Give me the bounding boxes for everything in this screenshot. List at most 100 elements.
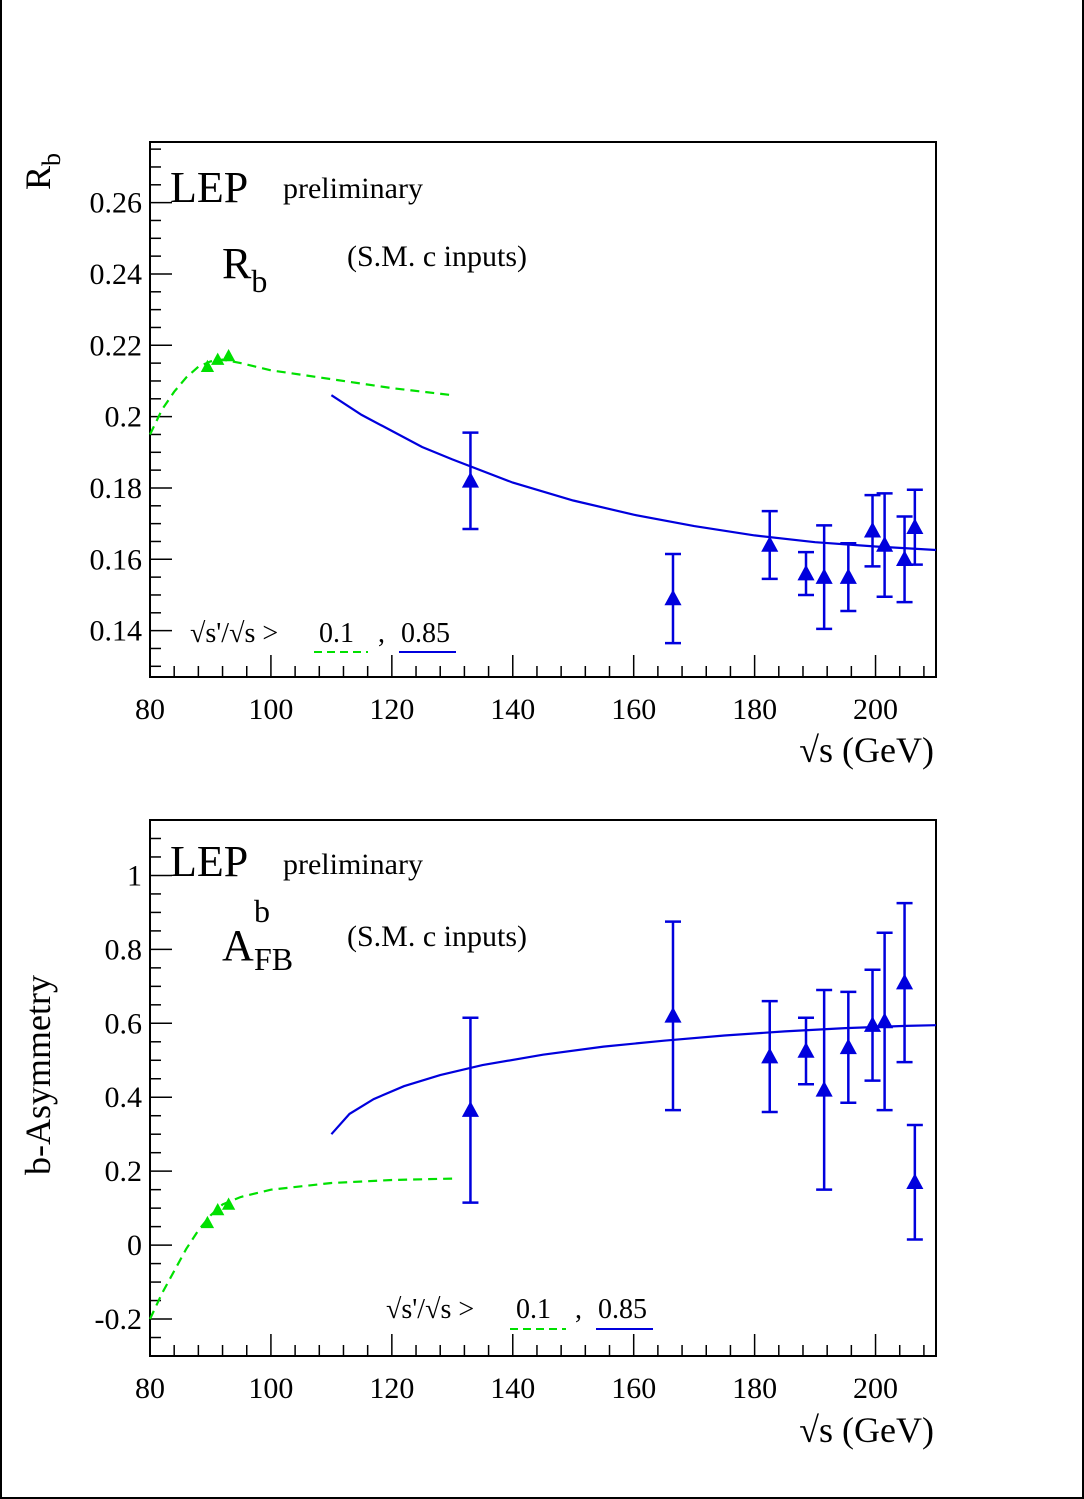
triangle-marker xyxy=(863,521,882,538)
afb-cut-low: 0.1 xyxy=(516,1294,551,1325)
x-tick-label: 180 xyxy=(732,693,777,726)
triangle-marker xyxy=(906,1173,924,1190)
rb-curves xyxy=(149,358,937,552)
data-point xyxy=(906,1123,924,1241)
y-tick-label: 0.2 xyxy=(105,401,143,434)
triangle-marker xyxy=(876,1012,894,1029)
data-point xyxy=(221,349,236,362)
rb-y-axis-title: Rb xyxy=(18,153,66,190)
triangle-marker xyxy=(896,550,914,567)
afb-title-preliminary: preliminary xyxy=(283,848,423,881)
data-point xyxy=(200,1215,215,1229)
rb-cut-sep: , xyxy=(378,618,385,649)
afb-y-axis-title: b-Asymmetry xyxy=(18,975,58,1175)
x-tick-label: 120 xyxy=(369,1372,414,1405)
afb-quantity-sub: FB xyxy=(254,941,293,977)
afb-cut-note: √s'/√s > xyxy=(386,1294,474,1325)
afb-y-tick-labels: -0.2 0 0.2 0.4 0.6 0.8 1 xyxy=(95,859,143,1336)
rb-x-axis-title: √s (GeV) xyxy=(799,730,934,770)
triangle-marker xyxy=(211,1202,225,1216)
x-tick-label: 140 xyxy=(490,1372,535,1405)
data-point xyxy=(200,359,215,372)
triangle-marker xyxy=(200,1215,215,1229)
data-point xyxy=(221,1197,236,1210)
triangle-marker xyxy=(221,349,236,362)
data-point xyxy=(761,509,779,581)
triangle-marker xyxy=(797,1042,815,1058)
afb-x-axis-title: √s (GeV) xyxy=(799,1410,934,1450)
rb-cut-high: 0.85 xyxy=(401,618,450,649)
triangle-marker xyxy=(664,1006,682,1023)
y-tick-label: 0.26 xyxy=(90,187,143,220)
y-tick-label: 1 xyxy=(127,859,142,892)
rb-ticks xyxy=(149,148,925,677)
data-point xyxy=(906,488,924,566)
x-tick-label: 120 xyxy=(369,693,414,726)
x-tick-label: 80 xyxy=(135,693,165,726)
data-point xyxy=(896,901,914,1064)
afb-cut-high: 0.85 xyxy=(598,1294,647,1325)
rb-points xyxy=(200,349,924,645)
data-point xyxy=(839,990,857,1105)
rb-y-tick-labels: 0.14 0.16 0.18 0.2 0.22 0.24 0.26 xyxy=(90,187,143,648)
triangle-marker xyxy=(839,568,857,584)
triangle-marker xyxy=(200,359,215,372)
triangle-marker xyxy=(461,471,479,488)
afb-points xyxy=(200,901,924,1241)
solid-curve-0.85 xyxy=(330,1024,937,1135)
data-point xyxy=(876,931,894,1112)
triangle-marker xyxy=(761,1047,779,1064)
y-tick-label: 0.6 xyxy=(105,1007,143,1040)
data-point xyxy=(839,542,857,613)
data-point xyxy=(461,431,479,531)
x-tick-label: 160 xyxy=(611,693,656,726)
rb-title-lep: LEP xyxy=(170,163,248,212)
y-tick-label: 0.14 xyxy=(90,615,143,648)
triangle-marker xyxy=(221,1197,236,1210)
y-tick-label: 0 xyxy=(127,1229,142,1262)
x-tick-label: 200 xyxy=(853,693,898,726)
rb-plot-frame xyxy=(149,141,937,678)
triangle-marker xyxy=(815,568,833,584)
triangle-marker xyxy=(761,536,779,552)
afb-inputs-note: (S.M. c inputs) xyxy=(347,920,527,953)
triangle-marker xyxy=(797,564,815,581)
y-tick-label: 0.8 xyxy=(105,933,143,966)
y-tick-label: 0.4 xyxy=(105,1081,143,1114)
data-point xyxy=(797,1016,815,1086)
y-tick-label: 0.18 xyxy=(90,472,143,505)
solid-curve-0.85 xyxy=(330,394,937,552)
triangle-marker xyxy=(211,352,225,365)
triangle-marker xyxy=(664,589,682,606)
x-tick-label: 200 xyxy=(853,1372,898,1405)
triangle-marker xyxy=(876,536,894,552)
rb-quantity-label: Rb xyxy=(222,239,267,299)
y-tick-label: 0.2 xyxy=(105,1155,143,1188)
rb-inputs-note: (S.M. c inputs) xyxy=(347,240,527,273)
panel-afb: 80 100 120 140 160 180 200 -0.200.20.40.60.81 … xyxy=(18,819,937,1450)
panel-rb: 80 100 120 140 160 180 200 0.14 0.16 0.18 0.2 0.22… xyxy=(18,141,937,770)
data-point xyxy=(211,1202,225,1216)
x-tick-label: 160 xyxy=(611,1372,656,1405)
afb-plot-frame xyxy=(149,819,937,1357)
data-point xyxy=(815,988,833,1191)
y-tick-label: 0.24 xyxy=(90,258,143,291)
triangle-marker xyxy=(461,1101,479,1117)
triangle-marker xyxy=(815,1080,833,1097)
x-tick-label: 100 xyxy=(248,693,293,726)
afb-curves xyxy=(149,1024,937,1320)
data-point xyxy=(876,492,894,598)
x-tick-label: 140 xyxy=(490,693,535,726)
triangle-marker xyxy=(896,973,914,990)
rb-title-preliminary: preliminary xyxy=(283,172,423,205)
dashed-curve-0.1 xyxy=(149,358,453,435)
y-tick-label: 0.16 xyxy=(90,543,143,576)
data-point xyxy=(664,552,682,645)
triangle-marker xyxy=(839,1038,857,1055)
y-tick-label: 0.22 xyxy=(90,329,143,362)
afb-title-lep: LEP xyxy=(170,837,248,886)
data-point xyxy=(664,920,682,1112)
rb-cut-low: 0.1 xyxy=(319,618,354,649)
